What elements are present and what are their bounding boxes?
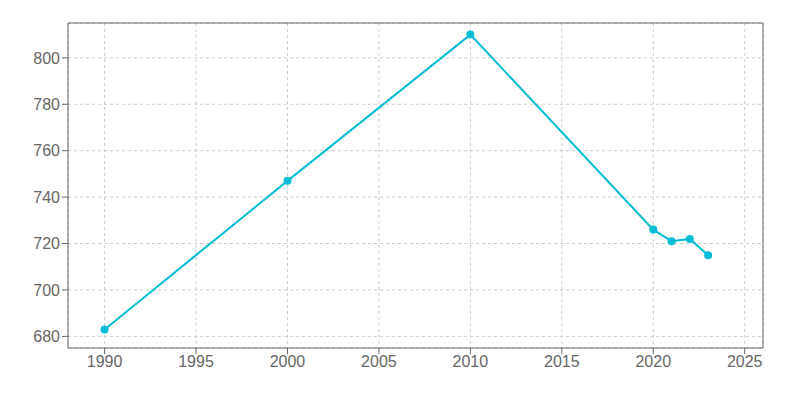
svg-text:680: 680 bbox=[33, 328, 60, 345]
svg-text:1990: 1990 bbox=[87, 353, 123, 370]
svg-text:700: 700 bbox=[33, 282, 60, 299]
svg-text:800: 800 bbox=[33, 50, 60, 67]
svg-text:2020: 2020 bbox=[635, 353, 671, 370]
svg-text:2010: 2010 bbox=[453, 353, 489, 370]
svg-text:780: 780 bbox=[33, 96, 60, 113]
svg-text:2025: 2025 bbox=[727, 353, 763, 370]
svg-text:720: 720 bbox=[33, 235, 60, 252]
svg-text:760: 760 bbox=[33, 142, 60, 159]
svg-text:2005: 2005 bbox=[361, 353, 397, 370]
svg-text:2000: 2000 bbox=[270, 353, 306, 370]
svg-text:2015: 2015 bbox=[544, 353, 580, 370]
svg-text:1995: 1995 bbox=[178, 353, 214, 370]
svg-text:740: 740 bbox=[33, 189, 60, 206]
